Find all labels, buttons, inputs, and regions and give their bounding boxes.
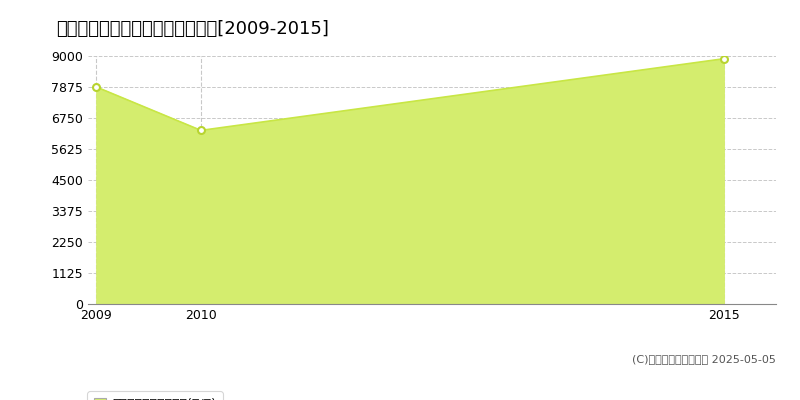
- Legend: 農地価格　平均坤単価(円/坤): 農地価格 平均坤単価(円/坤): [87, 391, 222, 400]
- Text: (C)土地価格ドットコム 2025-05-05: (C)土地価格ドットコム 2025-05-05: [632, 354, 776, 364]
- Text: うるま市石川楕南　農地価格推移[2009-2015]: うるま市石川楕南 農地価格推移[2009-2015]: [56, 20, 329, 38]
